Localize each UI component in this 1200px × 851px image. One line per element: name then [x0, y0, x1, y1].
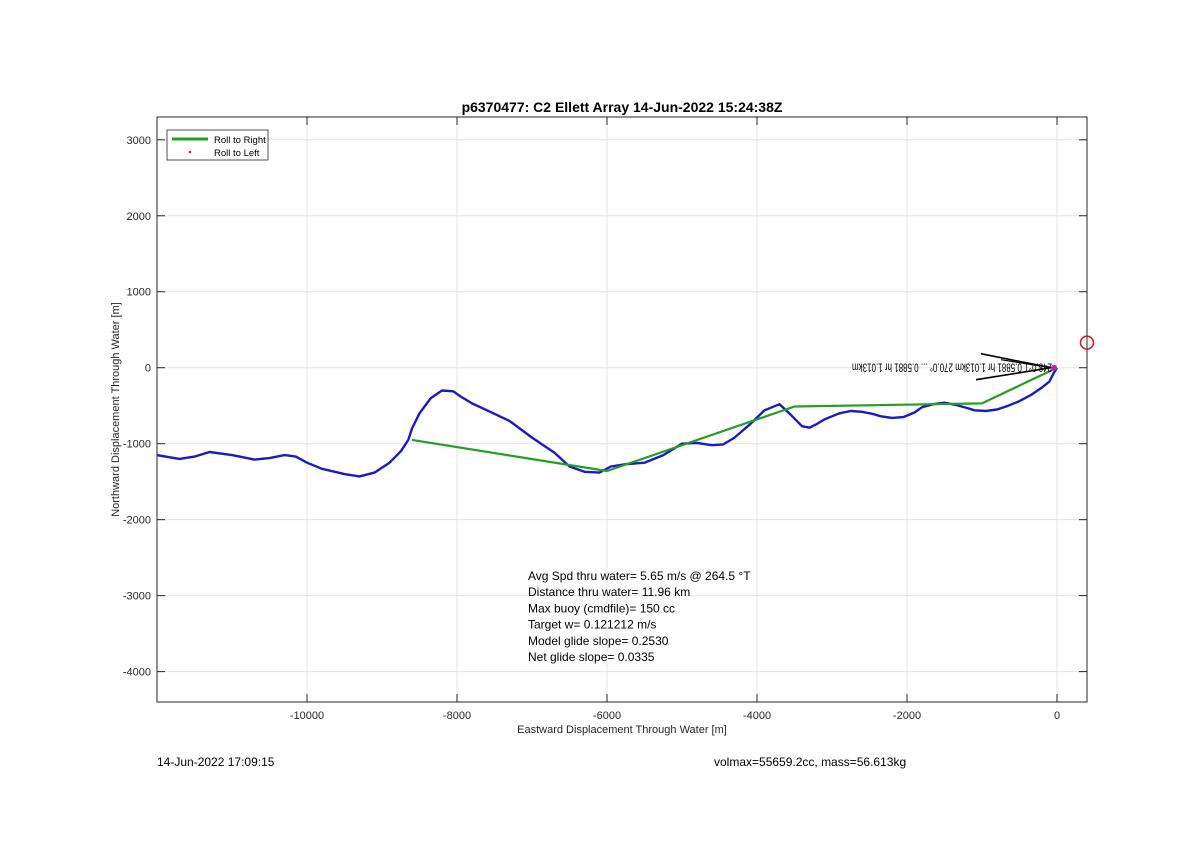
vector-arrow	[1000, 359, 1052, 369]
annotation-line: Avg Spd thru water= 5.65 m/s @ 264.5 °T	[528, 569, 751, 583]
x-tick-label: -8000	[443, 710, 471, 722]
legend-box	[166, 129, 269, 161]
x-tick-label: -2000	[893, 710, 921, 722]
red-circle-marker	[1079, 335, 1095, 350]
y-tick-label: 2000	[127, 211, 151, 223]
y-tick-label: -2000	[123, 515, 151, 527]
y-tick-label: 1000	[127, 287, 151, 299]
plot-area	[157, 117, 1087, 702]
x-tick-label: -6000	[593, 710, 621, 722]
legend-swatch-roll-left	[188, 150, 192, 154]
y-tick-label: 3000	[127, 135, 151, 147]
annotation-line: Target w= 0.121212 m/s	[528, 618, 656, 632]
x-axis-label: Eastward Displacement Through Water [m]	[517, 724, 727, 736]
chart-title: p6370477: C2 Ellett Array 14-Jun-2022 15…	[462, 99, 783, 115]
vector-label: 248.0°T 0.5881 hr 1.013km 270.0° ... 0.5…	[852, 361, 1052, 375]
legend-label-roll-right: Roll to Right	[214, 135, 266, 146]
series-roll-right-line	[411, 366, 1058, 473]
y-tick-label: -4000	[123, 667, 151, 679]
annotation-line: Model glide slope= 0.2530	[528, 634, 669, 648]
legend-label-roll-left: Roll to Left	[214, 148, 260, 159]
y-tick-label: 0	[145, 363, 151, 375]
vector-arrow	[975, 366, 1052, 381]
x-tick-label: 0	[1054, 710, 1060, 722]
y-tick-label: -3000	[123, 591, 151, 603]
x-tick-label: -4000	[743, 710, 771, 722]
x-tick-label: -10000	[290, 710, 324, 722]
footer-date: 14-Jun-2022 17:09:15	[157, 755, 275, 769]
origin-marker	[1051, 364, 1057, 371]
annotation-line: Max buoy (cmdfile)= 150 cc	[528, 601, 675, 615]
axes-box	[156, 116, 1088, 703]
annotation-line: Net glide slope= 0.0335	[528, 650, 655, 664]
y-axis-label: Northward Displacement Through Water [m]	[110, 302, 122, 517]
footer-params: volmax=55659.2cc, mass=56.613kg	[714, 755, 907, 769]
y-tick-label: -1000	[123, 439, 151, 451]
annotation-line: Distance thru water= 11.96 km	[528, 585, 690, 599]
